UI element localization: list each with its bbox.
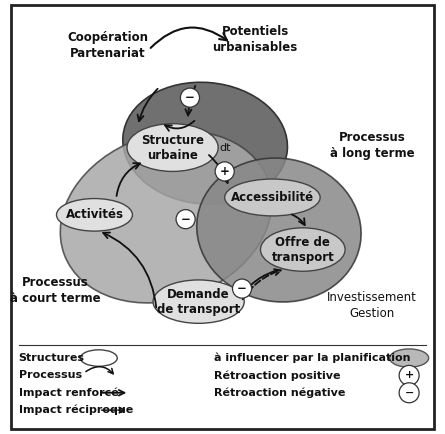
Text: −: − xyxy=(181,213,190,226)
Text: −: − xyxy=(405,388,414,398)
Text: Coopération
Partenariat: Coopération Partenariat xyxy=(67,31,148,60)
Ellipse shape xyxy=(57,198,133,231)
Ellipse shape xyxy=(153,280,244,323)
Text: −: − xyxy=(237,282,247,295)
Circle shape xyxy=(399,383,419,403)
Ellipse shape xyxy=(389,349,429,367)
Ellipse shape xyxy=(197,158,361,302)
Text: Structures: Structures xyxy=(19,353,85,363)
Text: Rétroaction négative: Rétroaction négative xyxy=(214,388,345,398)
Text: +: + xyxy=(220,165,230,178)
Text: Impact renforcé: Impact renforcé xyxy=(19,388,118,398)
Ellipse shape xyxy=(123,82,287,204)
Text: Offre de
transport: Offre de transport xyxy=(271,236,334,263)
Text: à influencer par la planification: à influencer par la planification xyxy=(214,353,410,363)
Ellipse shape xyxy=(81,350,117,366)
Text: −: − xyxy=(185,91,195,104)
Text: Potentiels
urbanisables: Potentiels urbanisables xyxy=(212,25,298,53)
Text: dt: dt xyxy=(219,142,231,153)
FancyBboxPatch shape xyxy=(11,5,434,429)
Ellipse shape xyxy=(260,228,345,271)
Circle shape xyxy=(232,279,251,298)
Text: Processus
à court terme: Processus à court terme xyxy=(10,276,101,305)
Text: Processus
à long terme: Processus à long terme xyxy=(330,131,415,160)
Text: Processus: Processus xyxy=(19,370,81,381)
Text: Investissement
Gestion: Investissement Gestion xyxy=(327,292,417,320)
Text: Activités: Activités xyxy=(65,208,123,221)
Ellipse shape xyxy=(60,131,272,303)
Text: Rétroaction positive: Rétroaction positive xyxy=(214,370,340,381)
Ellipse shape xyxy=(127,124,218,171)
Text: Structure
urbaine: Structure urbaine xyxy=(141,134,204,161)
Ellipse shape xyxy=(225,179,320,216)
Text: Accessibilité: Accessibilité xyxy=(231,191,314,204)
Text: Demande
de transport: Demande de transport xyxy=(157,288,240,316)
Text: +: + xyxy=(405,370,414,381)
Circle shape xyxy=(180,88,199,107)
Circle shape xyxy=(215,162,234,181)
Circle shape xyxy=(176,210,195,229)
Text: Impact réciproque: Impact réciproque xyxy=(19,405,133,415)
Circle shape xyxy=(399,365,419,385)
